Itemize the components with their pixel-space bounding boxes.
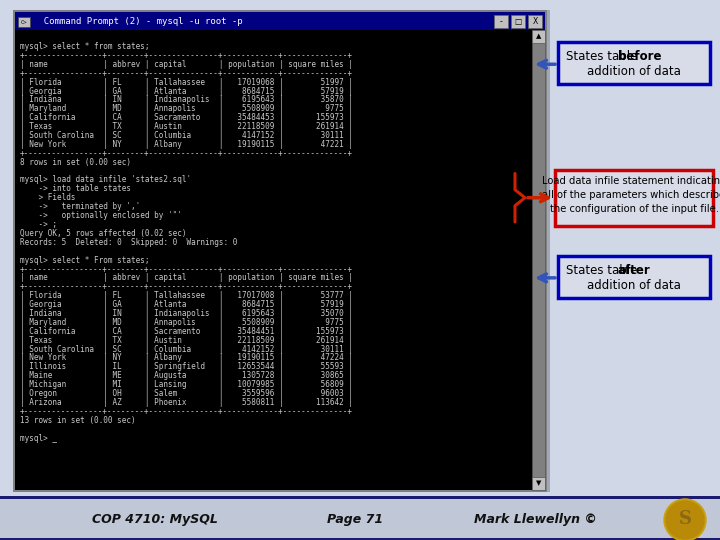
Text: -> ;: -> ; — [20, 220, 57, 229]
Text: | Michigan        | MI     | Lansing       |   10079985 |        56809 |: | Michigan | MI | Lansing | 10079985 | 5… — [20, 380, 353, 389]
Text: all of the parameters which describe: all of the parameters which describe — [542, 190, 720, 200]
Text: States table: States table — [566, 50, 641, 63]
Text: ▼: ▼ — [536, 481, 541, 487]
Bar — [511, 15, 525, 28]
Text: > Fields: > Fields — [20, 193, 76, 202]
Text: | Florida         | FL     | Tallahassee   |   17017008 |        53777 |: | Florida | FL | Tallahassee | 17017008 … — [20, 291, 353, 300]
Text: | Maryland        | MD     | Annapolis     |    5508909 |         9775 |: | Maryland | MD | Annapolis | 5508909 | … — [20, 104, 353, 113]
Bar — [528, 15, 542, 28]
Text: | Georgia         | GA     | Atlanta       |    8684715 |        57919 |: | Georgia | GA | Atlanta | 8684715 | 579… — [20, 300, 353, 309]
Text: | South Carolina  | SC     | Columbia      |    4147152 |        30111 |: | South Carolina | SC | Columbia | 41471… — [20, 131, 353, 140]
Text: 8 rows in set (0.00 sec): 8 rows in set (0.00 sec) — [20, 158, 131, 167]
Text: +-----------------+--------+---------------+------------+--------------+: +-----------------+--------+------------… — [20, 407, 353, 416]
Bar — [13, 10, 547, 492]
Text: | Maine           | ME     | Augusta       |    1305728 |        30865 |: | Maine | ME | Augusta | 1305728 | 30865… — [20, 372, 353, 380]
Text: | Georgia         | GA     | Atlanta       |    8684715 |        57919 |: | Georgia | GA | Atlanta | 8684715 | 579… — [20, 86, 353, 96]
Text: addition of data: addition of data — [587, 65, 681, 78]
Circle shape — [664, 499, 706, 540]
Text: +-----------------+--------+---------------+------------+--------------+: +-----------------+--------+------------… — [20, 69, 353, 78]
Text: the configuration of the input file.: the configuration of the input file. — [549, 204, 719, 214]
Text: | Indiana         | IN     | Indianapolis  |    6195643 |        35070 |: | Indiana | IN | Indianapolis | 6195643 … — [20, 309, 353, 318]
Text: ->   terminated by ',': -> terminated by ',' — [20, 202, 140, 211]
Bar — [555, 170, 713, 226]
Text: Page 71: Page 71 — [327, 514, 383, 526]
Text: | South Carolina  | SC     | Columbia      |    4142152 |        30111 |: | South Carolina | SC | Columbia | 41421… — [20, 345, 353, 354]
Text: mysql> select * From states;: mysql> select * From states; — [20, 255, 150, 265]
Text: -> into table states: -> into table states — [20, 184, 131, 193]
Text: | Florida         | FL     | Tallahassee   |   17019068 |        51997 |: | Florida | FL | Tallahassee | 17019068 … — [20, 78, 353, 86]
Text: | name            | abbrev | capital       | population | square miles |: | name | abbrev | capital | population |… — [20, 273, 353, 282]
Text: +-----------------+--------+---------------+------------+--------------+: +-----------------+--------+------------… — [20, 51, 353, 60]
Bar — [532, 30, 545, 43]
Circle shape — [666, 501, 704, 539]
Text: +-----------------+--------+---------------+------------+--------------+: +-----------------+--------+------------… — [20, 265, 353, 273]
Text: Command Prompt (2) - mysql -u root -p: Command Prompt (2) - mysql -u root -p — [33, 17, 243, 25]
Bar — [558, 256, 710, 298]
Text: X: X — [532, 17, 538, 26]
Text: | New York        | NY     | Albany        |   19190115 |        47224 |: | New York | NY | Albany | 19190115 | 47… — [20, 354, 353, 362]
Bar — [15, 12, 545, 490]
Text: Mark Llewellyn ©: Mark Llewellyn © — [474, 514, 596, 526]
Text: | Illinois        | IL     | Springfield   |   12653544 |        55593 |: | Illinois | IL | Springfield | 12653544… — [20, 362, 353, 372]
Bar — [532, 477, 545, 490]
Text: +-----------------+--------+---------------+------------+--------------+: +-----------------+--------+------------… — [20, 282, 353, 291]
Text: States table: States table — [566, 264, 641, 277]
Bar — [532, 30, 545, 490]
Text: | Indiana         | IN     | Indianapolis  |    6195643 |        35870 |: | Indiana | IN | Indianapolis | 6195643 … — [20, 96, 353, 104]
Bar — [0, 496, 720, 499]
Text: ->   optionally enclosed by '"': -> optionally enclosed by '"' — [20, 211, 182, 220]
Text: mysql> _: mysql> _ — [20, 434, 57, 443]
Text: | California      | CA     | Sacramento    |   35484453 |       155973 |: | California | CA | Sacramento | 3548445… — [20, 113, 353, 122]
Text: | Oregon          | OH     | Salem         |    3559596 |        96003 |: | Oregon | OH | Salem | 3559596 | 96003 … — [20, 389, 353, 398]
Text: ▲: ▲ — [536, 33, 541, 39]
Text: | New York        | NY     | Albany        |   19190115 |        47221 |: | New York | NY | Albany | 19190115 | 47… — [20, 140, 353, 149]
Text: S: S — [678, 510, 691, 528]
Text: 13 rows in set (0.00 sec): 13 rows in set (0.00 sec) — [20, 416, 135, 425]
Text: Records: 5  Deleted: 0  Skipped: 0  Warnings: 0: Records: 5 Deleted: 0 Skipped: 0 Warning… — [20, 238, 238, 247]
Text: COP 4710: MySQL: COP 4710: MySQL — [92, 514, 218, 526]
Text: | Arizona         | AZ     | Phoenix       |    5580811 |       113642 |: | Arizona | AZ | Phoenix | 5580811 | 113… — [20, 398, 353, 407]
Text: | Texas           | TX     | Austin        |   22118509 |       261914 |: | Texas | TX | Austin | 22118509 | 26191… — [20, 336, 353, 345]
Text: mysql> select * from states;: mysql> select * from states; — [20, 42, 150, 51]
Bar — [547, 10, 550, 492]
Text: | Texas           | TX     | Austin        |   22118509 |       261914 |: | Texas | TX | Austin | 22118509 | 26191… — [20, 122, 353, 131]
Bar — [0, 538, 720, 540]
Text: +-----------------+--------+---------------+------------+--------------+: +-----------------+--------+------------… — [20, 149, 353, 158]
Text: before: before — [618, 50, 662, 63]
Bar — [494, 15, 508, 28]
Bar — [15, 12, 545, 30]
Text: □: □ — [514, 17, 521, 26]
Text: Load data infile statement indicating: Load data infile statement indicating — [541, 176, 720, 186]
Text: after: after — [618, 264, 651, 277]
Bar — [0, 496, 720, 540]
Text: | name            | abbrev | capital       | population | square miles |: | name | abbrev | capital | population |… — [20, 60, 353, 69]
Text: addition of data: addition of data — [587, 279, 681, 292]
Text: Query OK, 5 rows affected (0.02 sec): Query OK, 5 rows affected (0.02 sec) — [20, 229, 186, 238]
Bar — [558, 42, 710, 84]
Text: | Maryland        | MD     | Annapolis     |    5508909 |         9775 |: | Maryland | MD | Annapolis | 5508909 | … — [20, 318, 353, 327]
Bar — [18, 17, 30, 27]
Text: | California      | CA     | Sacramento    |   35484451 |       155973 |: | California | CA | Sacramento | 3548445… — [20, 327, 353, 336]
Text: -: - — [500, 17, 503, 26]
Text: C>: C> — [21, 19, 27, 24]
Text: mysql> load data infile 'states2.sql': mysql> load data infile 'states2.sql' — [20, 176, 191, 185]
